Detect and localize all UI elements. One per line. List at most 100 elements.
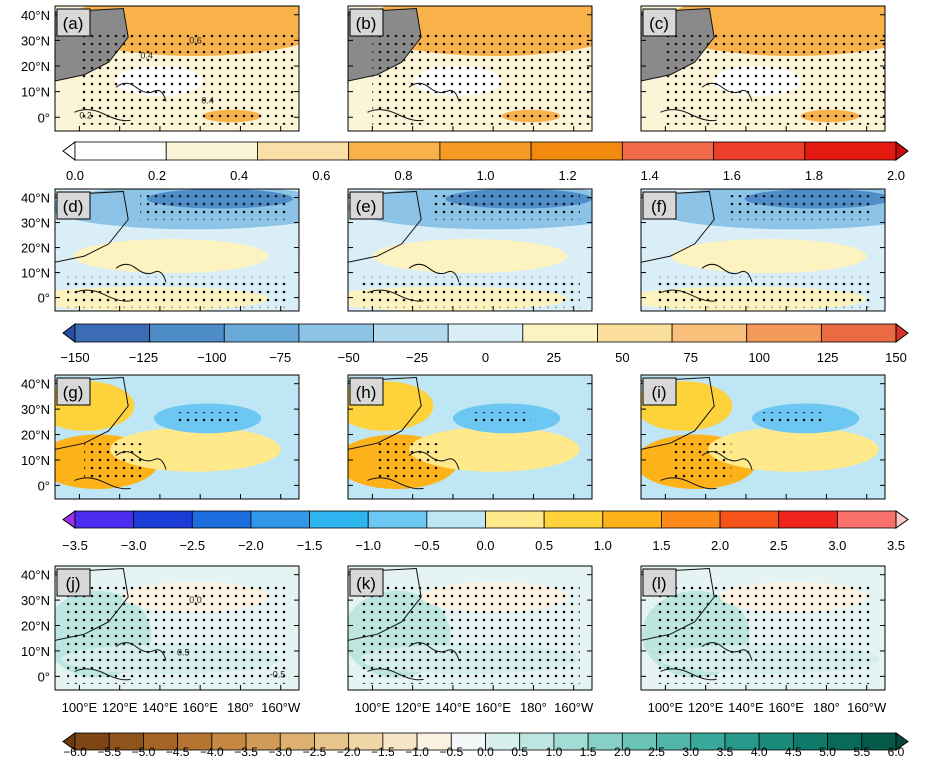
colorbar-segment	[530, 141, 623, 161]
significance-stippling	[360, 584, 580, 684]
lat-tick-label: 20°N	[21, 619, 50, 634]
colorbar-tick-label: −2.0	[337, 745, 361, 759]
lat-tick-label: 40°N	[21, 8, 50, 23]
significance-stippling	[470, 412, 531, 425]
colorbar-tick-label: 0.0	[476, 538, 494, 553]
lon-tick-label: 160°E	[475, 700, 511, 715]
panel-frame	[347, 565, 593, 691]
significance-stippling	[177, 412, 238, 425]
colorbar-tick-label: 75	[684, 350, 698, 365]
panel-label: (k)	[356, 574, 376, 593]
colorbar-tick-label: −6.0	[63, 745, 87, 759]
lon-tick-label: 180°	[813, 700, 840, 715]
lon-tick-label: 120°E	[688, 700, 724, 715]
panel-label: (h)	[356, 383, 377, 402]
lon-tick-label: 160°E	[182, 700, 218, 715]
colorbar-tick-label: −75	[269, 350, 291, 365]
colorbar-tick-label: 0.8	[394, 168, 412, 183]
colorbar-tick-label: 1.5	[652, 538, 670, 553]
panel-frame	[640, 565, 886, 691]
panel-label: (c)	[649, 14, 669, 33]
lon-tick-label: 140°E	[435, 700, 471, 715]
panel-label-box	[56, 377, 91, 406]
panel-label-box	[349, 191, 384, 220]
colorbar-segment	[661, 510, 721, 529]
significance-stippling	[67, 276, 287, 308]
colorbar-tick-label: −125	[129, 350, 158, 365]
lon-tick-label: 160°W	[554, 700, 594, 715]
colorbar-tick-label: 4.0	[751, 745, 768, 759]
colorbar-min-extension	[62, 141, 76, 161]
significance-stippling	[372, 31, 592, 125]
lat-tick-label: 0°	[38, 478, 50, 493]
panel-frame	[347, 5, 593, 132]
colorbar-segment	[250, 510, 310, 529]
lon-tick-label: 160°W	[261, 700, 301, 715]
coastline	[348, 190, 422, 263]
colorbar-min-extension	[62, 323, 76, 343]
colorbar-max-extension	[895, 732, 909, 751]
colorbar-tick-label: 100	[748, 350, 770, 365]
lon-tick-label: 160°W	[847, 700, 887, 715]
panel-label-box	[642, 8, 677, 37]
colorbar-tick-label: −3.0	[121, 538, 147, 553]
colorbar-segment	[298, 323, 374, 343]
map-panel-a: (a)	[54, 5, 300, 132]
lat-tick-label: 20°N	[21, 428, 50, 443]
colorbar-segment	[191, 510, 252, 529]
colorbar-tick-label: 1.5	[580, 745, 597, 759]
lat-tick-label: 0°	[38, 291, 50, 306]
lat-tick-label: 40°N	[21, 191, 50, 206]
lon-tick-label: 100°E	[355, 700, 391, 715]
lat-tick-label: 30°N	[21, 33, 50, 48]
lat-tick-label: 40°N	[21, 568, 50, 583]
colorbar-tick-label: 1.4	[641, 168, 659, 183]
colorbar-segment	[74, 323, 151, 343]
lon-tick-label: 100°E	[62, 700, 98, 715]
colorbar-tick-label: 150	[885, 350, 907, 365]
significance-stippling	[140, 195, 287, 220]
contour-label: 0.2	[79, 111, 92, 121]
coastline	[348, 376, 422, 450]
colorbar-tick-label: 3.0	[828, 538, 846, 553]
significance-stippling	[726, 195, 873, 220]
panel-label: (l)	[651, 574, 666, 593]
colorbar-tick-label: −0.5	[414, 538, 440, 553]
panel-label-box	[642, 568, 677, 597]
panel-label-box	[349, 8, 384, 37]
panel-label: (a)	[63, 14, 84, 33]
panel-frame	[640, 188, 886, 312]
map-panel-f: (f)	[640, 188, 886, 312]
colorbar-tick-label: 1.0	[546, 745, 563, 759]
panel-frame	[640, 374, 886, 500]
colorbar-tick-label: 3.5	[887, 538, 905, 553]
colorbar-2: −150 −125 −100 −75 −50 −25 0 25 50 75 100 125 150	[60, 323, 909, 365]
colorbar-tick-label: −5.0	[132, 745, 156, 759]
colorbar-tick-label: −4.0	[200, 745, 224, 759]
colorbar-tick-label: 5.0	[819, 745, 836, 759]
significance-stippling	[79, 31, 299, 125]
panel-label-box	[349, 568, 384, 597]
colorbar-segment	[602, 510, 662, 529]
colorbar-tick-label: −150	[60, 350, 89, 365]
panel-label-box	[642, 191, 677, 220]
panel-label: (d)	[63, 197, 84, 216]
colorbar-tick-label: 2.0	[614, 745, 631, 759]
lat-tick-label: 10°N	[21, 266, 50, 281]
colorbar-segment	[309, 510, 369, 529]
colorbar-tick-label: 2.5	[770, 538, 788, 553]
lon-tick-label: 120°E	[102, 700, 138, 715]
significance-stippling	[433, 195, 580, 220]
map-panel-c: (c)	[640, 5, 886, 132]
colorbar-tick-label: 2.0	[887, 168, 905, 183]
colorbar-segment	[597, 323, 673, 343]
contour-label: 0.5	[177, 647, 190, 657]
colorbar-segment	[804, 141, 897, 161]
map-panel-e: (e)	[347, 188, 593, 312]
colorbar-segment	[439, 141, 532, 161]
map-panel-d: (d)	[54, 188, 300, 312]
lat-tick-label: 10°N	[21, 85, 50, 100]
colorbar-tick-label: −0.5	[439, 745, 463, 759]
colorbar-tick-label: 0.0	[477, 745, 494, 759]
